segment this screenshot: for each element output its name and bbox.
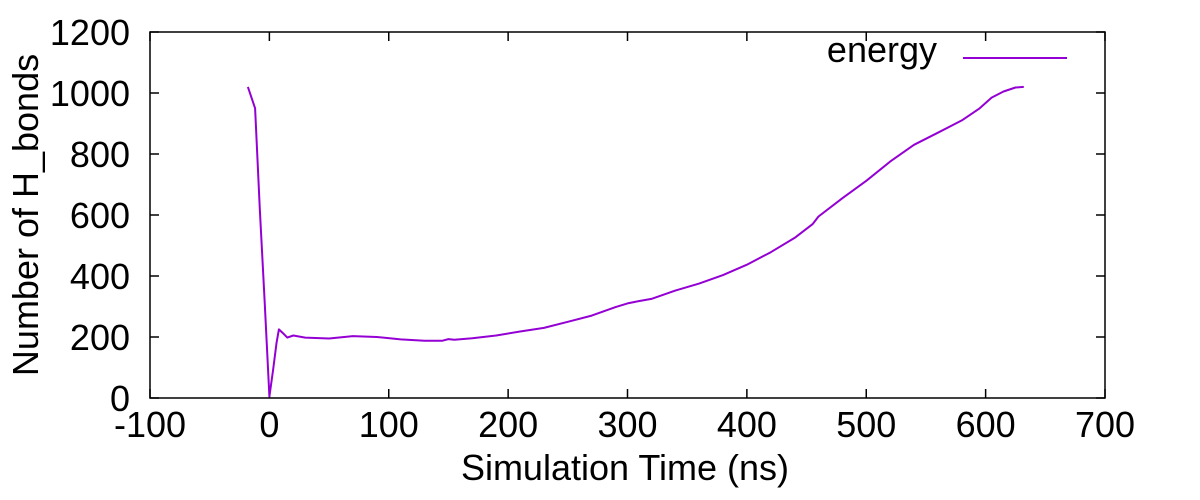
y-tick-label: 800 <box>70 134 130 175</box>
x-tick-label: 0 <box>259 404 279 445</box>
y-tick-label: 200 <box>70 317 130 358</box>
x-tick-label: 700 <box>1075 404 1135 445</box>
x-tick-label: 200 <box>478 404 538 445</box>
y-axis-title: Number of H_bonds <box>5 54 46 376</box>
y-tick-label: 600 <box>70 195 130 236</box>
x-tick-label: 300 <box>597 404 657 445</box>
y-tick-label: 1200 <box>50 12 130 53</box>
plot-frame <box>149 31 1106 399</box>
y-tick-label: 400 <box>70 256 130 297</box>
legend-label: energy <box>827 29 937 70</box>
x-tick-label: 100 <box>359 404 419 445</box>
series-line-energy <box>246 85 1024 398</box>
y-tick-label: 0 <box>110 378 130 419</box>
x-tick-label: 500 <box>836 404 896 445</box>
x-tick-label: 600 <box>956 404 1016 445</box>
y-tick-label: 1000 <box>50 73 130 114</box>
plot-background <box>150 32 1105 398</box>
x-tick-label: -100 <box>114 404 186 445</box>
x-tick-label: 400 <box>717 404 777 445</box>
tick-labels: -100 0 100 200 300 400 500 600 70002004006008001… <box>50 12 1135 445</box>
x-axis-title: Simulation Time (ns) <box>461 447 789 488</box>
legend: energy <box>827 29 1067 70</box>
